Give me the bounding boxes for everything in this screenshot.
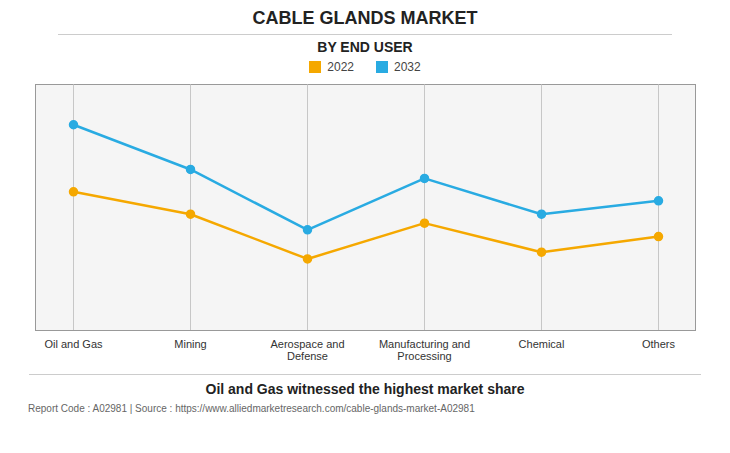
svg-text:Mining: Mining	[174, 338, 206, 350]
svg-text:Oil and Gas: Oil and Gas	[44, 338, 103, 350]
html-text:CABLE GLANDS MARKET: CABLE GLANDS MARKET	[252, 8, 478, 28]
svg-text:Aerospace andDefense: Aerospace andDefense	[271, 338, 345, 362]
html-text:2022: 2022	[327, 60, 354, 74]
svg-text:Others: Others	[642, 338, 676, 350]
html-text:2032: 2032	[394, 60, 421, 74]
svg-text:Manufacturing andProcessing: Manufacturing andProcessing	[379, 338, 470, 362]
html-text:Oil and Gas witnessed the high: Oil and Gas witnessed the highest market…	[205, 381, 525, 397]
html-text:Report Code : A02981 | Source: Report Code : A02981 | Source : https://…	[28, 403, 475, 414]
svg-text:Chemical: Chemical	[519, 338, 565, 350]
html-text:BY END USER: BY END USER	[317, 39, 413, 55]
